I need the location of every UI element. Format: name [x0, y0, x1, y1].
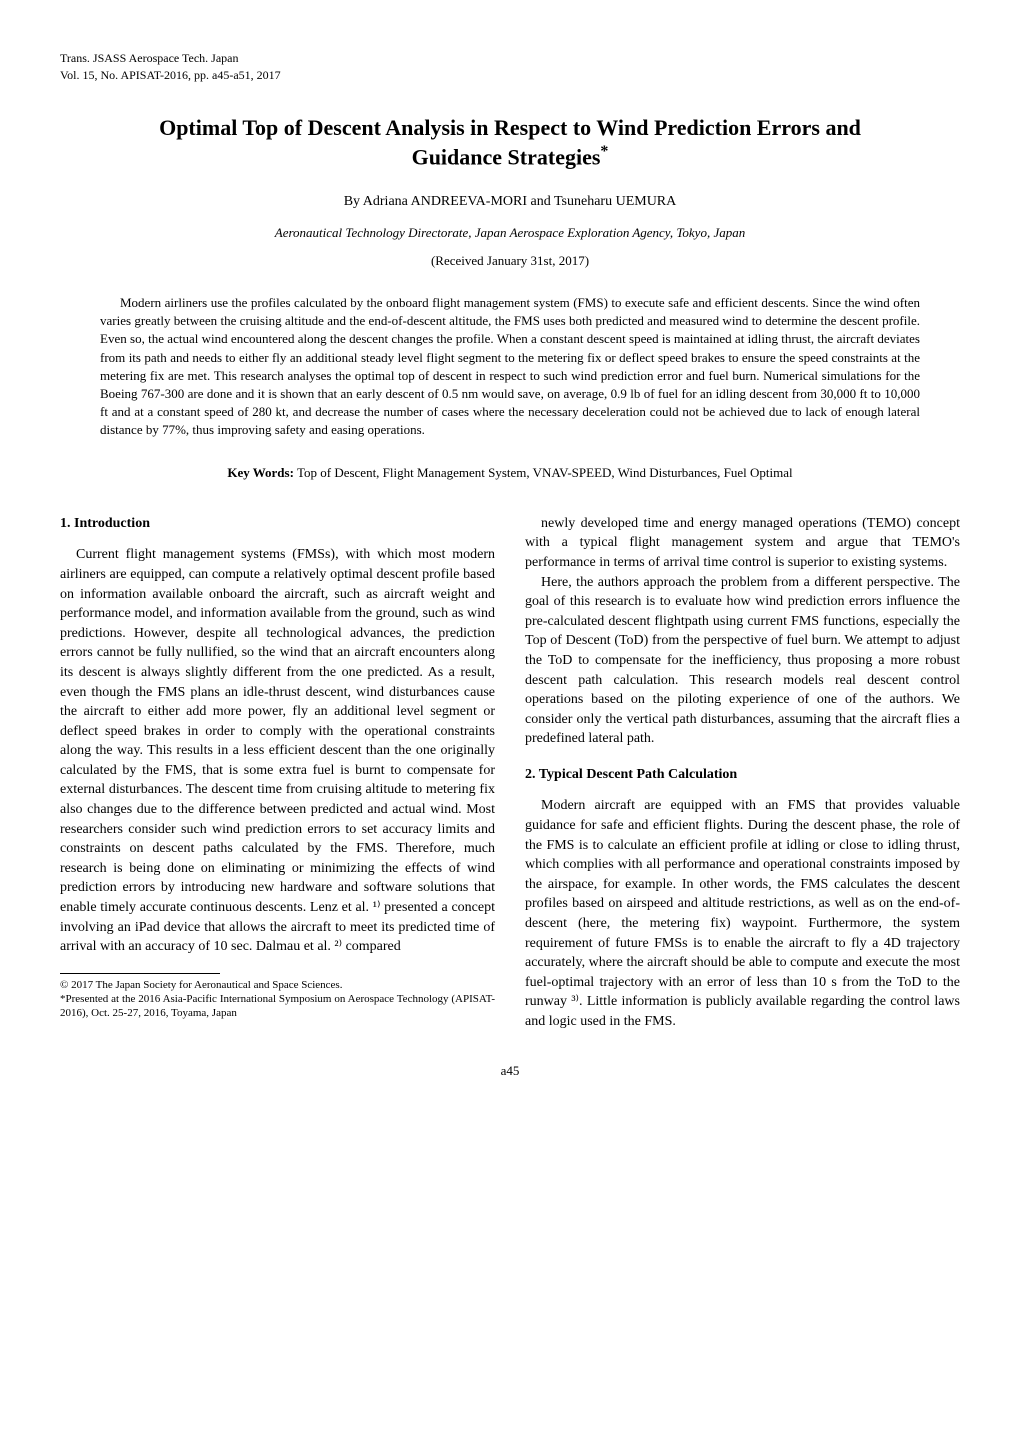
body-columns: 1. Introduction Current flight managemen… [60, 514, 960, 1032]
section-1-paragraph-1: Current flight management systems (FMSs)… [60, 545, 495, 956]
abstract: Modern airliners use the profiles calcul… [100, 294, 920, 440]
right-paragraph-1: newly developed time and energy managed … [525, 514, 960, 573]
journal-header: Trans. JSASS Aerospace Tech. Japan Vol. … [60, 50, 960, 84]
footnote-rule [60, 973, 220, 974]
title-line1: Optimal Top of Descent Analysis in Respe… [159, 115, 861, 140]
left-column: 1. Introduction Current flight managemen… [60, 514, 495, 1032]
section-2-paragraph-1: Modern aircraft are equipped with an FMS… [525, 796, 960, 1031]
right-paragraph-2: Here, the authors approach the problem f… [525, 573, 960, 749]
page-number: a45 [60, 1062, 960, 1080]
affiliation: Aeronautical Technology Directorate, Jap… [60, 224, 960, 242]
keywords-line: Key Words: Top of Descent, Flight Manage… [60, 464, 960, 482]
keywords-label: Key Words: [227, 465, 294, 480]
journal-line1: Trans. JSASS Aerospace Tech. Japan [60, 50, 960, 67]
keywords-text: Top of Descent, Flight Management System… [297, 465, 793, 480]
title-line2: Guidance Strategies [412, 145, 601, 170]
paper-title: Optimal Top of Descent Analysis in Respe… [60, 114, 960, 173]
section-2-heading: 2. Typical Descent Path Calculation [525, 765, 960, 785]
journal-line2: Vol. 15, No. APISAT-2016, pp. a45-a51, 2… [60, 67, 960, 84]
title-superscript: * [600, 143, 608, 160]
right-column: newly developed time and energy managed … [525, 514, 960, 1032]
footnote-presented: *Presented at the 2016 Asia-Pacific Inte… [60, 992, 495, 1021]
received-date: (Received January 31st, 2017) [60, 252, 960, 270]
footnote-copyright: © 2017 The Japan Society for Aeronautica… [60, 978, 495, 992]
section-1-heading: 1. Introduction [60, 514, 495, 534]
authors: By Adriana ANDREEVA-MORI and Tsuneharu U… [60, 192, 960, 212]
